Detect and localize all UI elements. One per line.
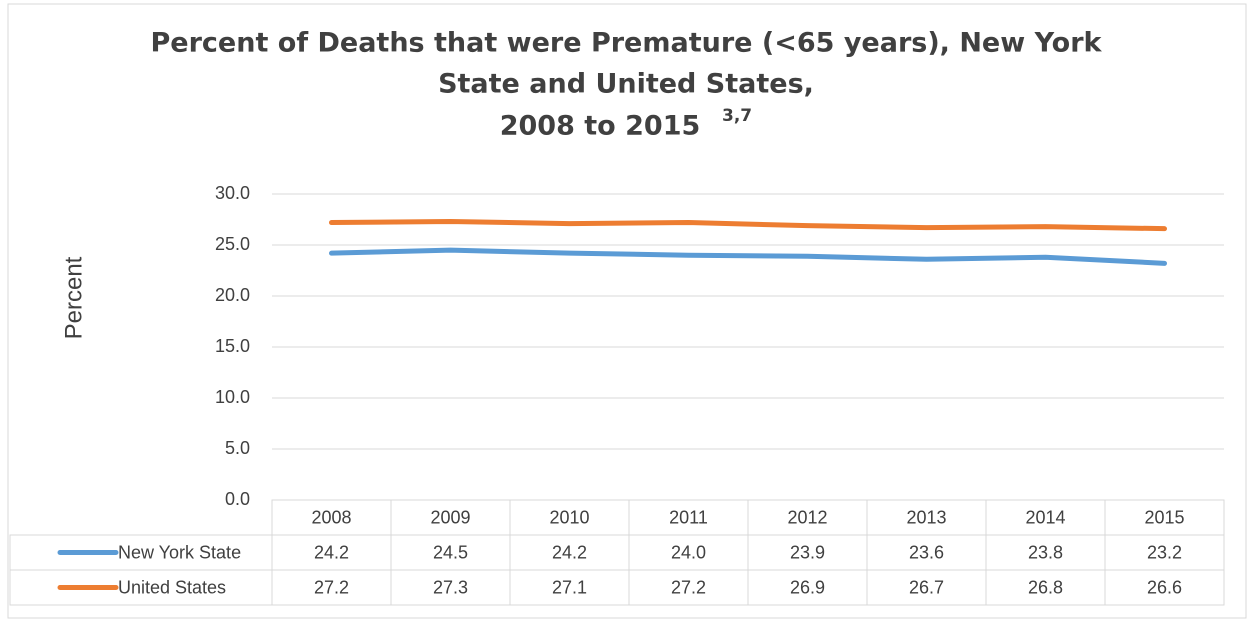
y-tick-label: 0.0 [225,489,250,509]
x-tick-label: 2015 [1144,507,1184,527]
x-tick-label: 2009 [430,507,470,527]
y-tick-label: 15.0 [215,336,250,356]
x-tick-label: 2010 [549,507,589,527]
series-line [329,219,1167,232]
table-value: 27.3 [433,577,468,597]
table-value: 23.8 [1028,542,1063,562]
x-tick-label: 2008 [311,507,351,527]
table-value: 26.9 [790,577,825,597]
table-value: 26.6 [1147,577,1182,597]
chart-title: 2008 to 2015 [500,111,701,142]
table-value: 27.1 [552,577,587,597]
series-line [329,247,1167,266]
table-value: 23.9 [790,542,825,562]
table-value: 24.2 [314,542,349,562]
title-superscript: 3,7 [722,106,752,126]
legend-label: New York State [118,542,241,562]
legend-label: United States [118,577,226,597]
table-value: 24.2 [552,542,587,562]
x-tick-label: 2014 [1025,507,1065,527]
y-tick-label: 25.0 [215,234,250,254]
x-tick-label: 2011 [669,507,708,527]
table-value: 23.6 [909,542,944,562]
x-tick-label: 2012 [787,507,827,527]
table-value: 27.2 [314,577,349,597]
chart-title: State and United States, [438,69,814,100]
table-value: 26.7 [909,577,944,597]
table-value: 24.5 [433,542,468,562]
table-value: 27.2 [671,577,706,597]
y-axis-label: Percent [60,256,87,339]
y-tick-label: 30.0 [215,183,250,203]
table-value: 24.0 [671,542,706,562]
x-tick-label: 2013 [906,507,946,527]
y-tick-label: 10.0 [215,387,250,407]
y-tick-label: 20.0 [215,285,250,305]
chart-title: Percent of Deaths that were Premature (<… [151,28,1103,59]
y-tick-label: 5.0 [225,438,250,458]
table-value: 26.8 [1028,577,1063,597]
chart-frame [7,3,1247,619]
table-value: 23.2 [1147,542,1182,562]
